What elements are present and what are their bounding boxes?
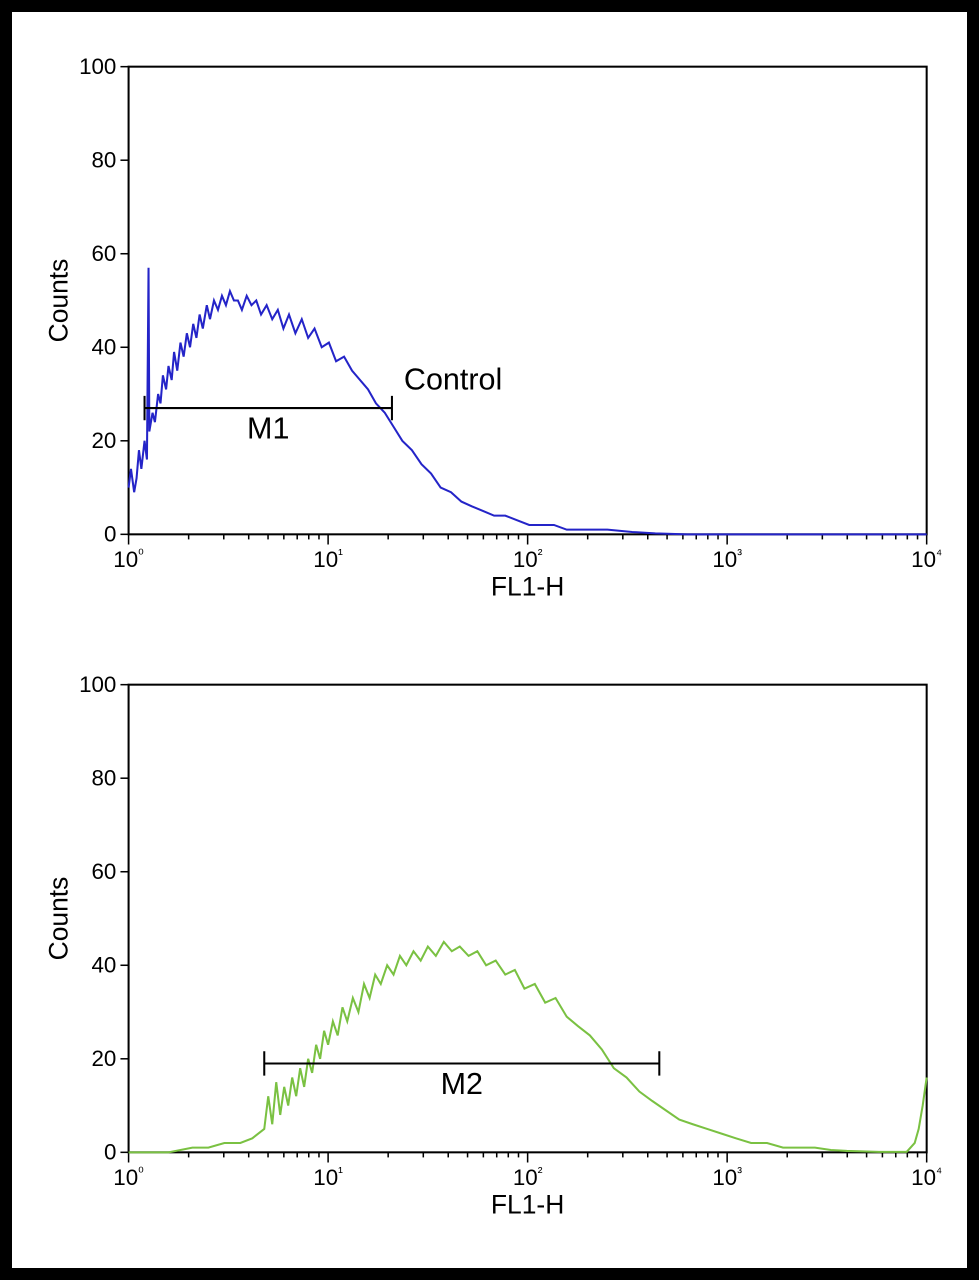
y-tick-label: 20: [92, 428, 117, 453]
bottom-panel: 0 20 40 60 80 100 Counts 10⁰ 10¹ 10² 10³ 10⁴ FL1-H M2: [32, 660, 947, 1238]
x-tick-label: 10²: [513, 547, 543, 572]
x-axis-label: FL1-H: [491, 571, 564, 601]
x-tick-label: 10⁴: [911, 1165, 942, 1190]
y-tick-label: 80: [92, 147, 117, 172]
bottom-chart-svg: 0 20 40 60 80 100 Counts 10⁰ 10¹ 10² 10³ 10⁴ FL1-H M2: [32, 660, 947, 1238]
y-tick-label: 40: [92, 334, 117, 359]
x-axis-label: FL1-H: [491, 1189, 564, 1219]
y-tick-label: 80: [92, 765, 117, 790]
y-tick-label: 60: [92, 859, 117, 884]
y-axis-label: Counts: [44, 259, 74, 343]
x-tick-label: 10⁰: [113, 1165, 144, 1190]
gate-label: M2: [441, 1067, 483, 1101]
y-tick-label: 100: [79, 672, 116, 697]
y-tick-label: 40: [92, 952, 117, 977]
x-tick-label: 10⁰: [113, 547, 144, 572]
y-axis-label: Counts: [44, 877, 74, 961]
gate-label: M1: [247, 412, 289, 446]
x-tick-label: 10¹: [313, 547, 343, 572]
y-tick-label: 20: [92, 1046, 117, 1071]
x-tick-label: 10¹: [313, 1165, 343, 1190]
x-tick-label: 10²: [513, 1165, 543, 1190]
y-tick-label: 0: [104, 1139, 116, 1164]
annotation-text: Control: [404, 362, 502, 396]
y-tick-label: 100: [79, 54, 116, 79]
y-tick-label: 0: [104, 521, 116, 546]
x-tick-label: 10⁴: [911, 547, 942, 572]
y-tick-label: 60: [92, 241, 117, 266]
histogram-line: [129, 268, 927, 535]
top-panel: 0 20 40 60 80 100 Counts 10⁰ 10¹ 10² 10³ 10⁴ FL1-H M1…: [32, 42, 947, 620]
x-tick-label: 10³: [712, 547, 742, 572]
top-chart-svg: 0 20 40 60 80 100 Counts 10⁰ 10¹ 10² 10³ 10⁴ FL1-H M1…: [32, 42, 947, 620]
figure-frame: 0 20 40 60 80 100 Counts 10⁰ 10¹ 10² 10³ 10⁴ FL1-H M1…: [0, 0, 979, 1280]
histogram-line: [129, 942, 927, 1152]
x-tick-label: 10³: [712, 1165, 742, 1190]
